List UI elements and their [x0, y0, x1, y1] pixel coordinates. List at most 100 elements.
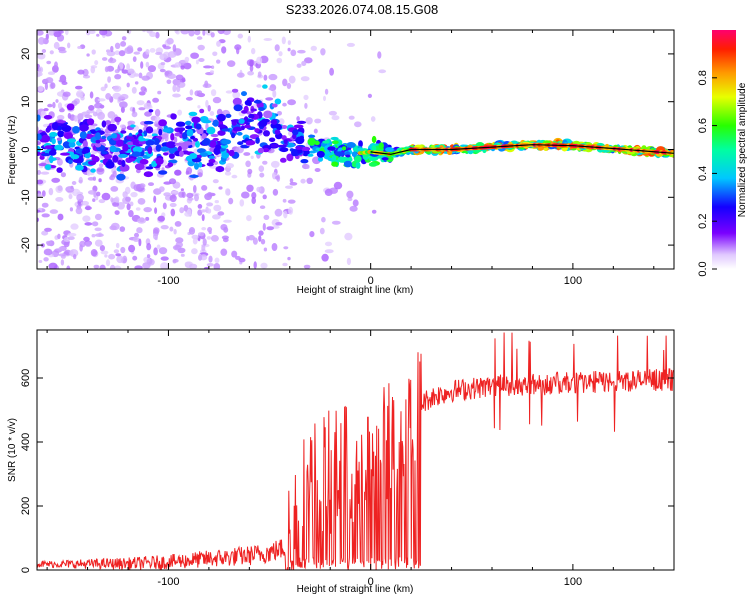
spectrogram-band-blob	[60, 152, 70, 156]
spectrogram-noise-blob	[133, 184, 142, 192]
x-tick-label: 0	[368, 576, 374, 588]
y-tick-label: 0	[20, 146, 32, 152]
spectrogram-band-blob	[79, 124, 89, 132]
spectrogram-band-blob	[307, 137, 316, 146]
spectrogram-band-blob	[147, 146, 153, 155]
spectrogram-noise-blob	[377, 51, 382, 59]
spectrogram-band-blob	[195, 140, 200, 148]
spectrogram-noise-blob	[201, 244, 206, 252]
spectrogram-band-blob	[238, 118, 245, 124]
snr-ticks: -100 0 100 0 200 400 600	[20, 330, 674, 588]
spectrogram-band-blob	[245, 140, 256, 146]
spectrogram-band-blob	[41, 153, 51, 157]
spectrogram-ylabel: Frequency (Hz)	[7, 116, 18, 185]
spectrogram-noise-blob	[201, 185, 208, 191]
spectrogram-band-blob	[132, 146, 143, 153]
spectrogram-band-blob	[280, 157, 287, 163]
spectrogram-noise-blob	[94, 60, 99, 66]
spectrogram-noise-blob	[104, 66, 109, 73]
spectrogram-band-blob	[47, 125, 52, 131]
spectrogram-noise-blob	[270, 160, 280, 168]
spectrogram-noise-blob	[98, 199, 106, 204]
spectrogram-band-blob	[334, 151, 345, 157]
spectrogram-noise-blob	[272, 90, 277, 98]
spectrogram-noise-blob	[120, 41, 127, 47]
spectrogram-noise-blob	[303, 94, 309, 101]
spectrogram-noise-blob	[95, 195, 99, 201]
spectrogram-noise-blob	[132, 255, 138, 261]
spectrogram-noise-blob	[352, 199, 359, 207]
spectrogram-noise-blob	[166, 79, 172, 85]
spectrogram-noise-blob	[167, 51, 177, 58]
spectrogram-noise-blob	[129, 201, 134, 207]
spectrogram-noise-blob	[207, 226, 213, 233]
spectrogram-band-blob	[231, 132, 236, 139]
spectrogram-noise-blob	[156, 244, 161, 250]
spectrogram-band-blob	[217, 124, 226, 128]
spectrogram-noise-blob	[119, 124, 126, 129]
spectrogram-noise-blob	[113, 249, 120, 254]
spectrogram-noise-blob	[331, 220, 341, 225]
spectrogram-noise-blob	[57, 213, 64, 221]
spectrogram-noise-blob	[117, 65, 121, 72]
spectrogram-band-blob	[293, 124, 304, 129]
spectrogram-noise-blob	[130, 191, 138, 198]
spectrogram-noise-blob	[175, 237, 184, 244]
spectrogram-noise-blob	[86, 53, 90, 57]
spectrogram-band-blob	[263, 130, 270, 137]
spectrogram-noise-blob	[314, 118, 322, 124]
spectrogram-band-blob	[131, 151, 141, 157]
spectrogram-noise-blob	[48, 262, 58, 269]
spectrogram-band-blob	[241, 91, 247, 97]
x-tick-label: -100	[157, 576, 179, 588]
spectrogram-noise-blob	[282, 262, 288, 267]
spectrogram-noise-blob	[132, 56, 137, 62]
spectrogram-noise-blob	[135, 207, 141, 211]
spectrogram-noise-blob	[68, 193, 73, 200]
spectrogram-noise-blob	[188, 227, 196, 235]
spectrogram-noise-blob	[285, 185, 293, 189]
spectrogram-noise-blob	[57, 185, 63, 192]
spectrogram-band-blob	[330, 136, 339, 141]
colorbar: 0.0 0.2 0.4 0.6 0.8 Normalized spectral ampl…	[697, 30, 748, 277]
spectrogram-band-blob	[75, 164, 84, 171]
spectrogram-noise-blob	[87, 190, 97, 195]
spectrogram-noise-blob	[172, 44, 177, 53]
spectrogram-noise-blob	[75, 207, 83, 215]
spectrogram-noise-blob	[197, 90, 203, 96]
spectrogram-band-blob	[163, 152, 169, 156]
spectrogram-noise-blob	[41, 190, 46, 197]
spectrogram-band-blob	[101, 120, 107, 128]
spectrogram-band-blob	[49, 132, 58, 137]
spectrogram-noise-blob	[174, 30, 179, 34]
spectrogram-noise-blob	[324, 241, 333, 247]
spectrogram-noise-blob	[320, 48, 326, 56]
spectrogram-noise-blob	[67, 232, 77, 237]
spectrogram-noise-blob	[77, 46, 82, 49]
spectrogram-noise-blob	[99, 163, 104, 168]
spectrogram-noise-blob	[172, 84, 177, 93]
spectrogram-noise-blob	[324, 249, 334, 254]
spectrogram-noise-blob	[145, 49, 150, 55]
spectrogram-noise-blob	[251, 47, 256, 55]
spectrogram-band-blob	[221, 152, 230, 159]
spectrogram-band-blob	[41, 134, 51, 143]
spectrogram-band-blob	[537, 146, 542, 151]
y-tick-label: 400	[20, 433, 32, 451]
spectrogram-noise-blob	[287, 47, 291, 52]
spectrogram-noise-blob	[107, 111, 116, 119]
spectrogram-noise-blob	[354, 121, 362, 128]
spectrogram-noise-blob	[153, 227, 160, 234]
spectrogram-band-blob	[82, 146, 90, 154]
spectrogram-band-blob	[255, 137, 260, 144]
spectrogram-band-blob	[126, 136, 135, 140]
spectrogram-noise-blob	[169, 226, 174, 232]
spectrogram-noise-blob	[304, 57, 313, 64]
spectrogram-noise-blob	[48, 187, 54, 196]
spectrogram-noise-blob	[209, 111, 215, 116]
spectrogram-noise-blob	[275, 222, 283, 226]
spectrogram-band-blob	[145, 166, 154, 170]
spectrogram-noise-blob	[153, 232, 158, 240]
spectrogram-noise-blob	[228, 197, 234, 205]
y-tick-label: 600	[20, 369, 32, 387]
